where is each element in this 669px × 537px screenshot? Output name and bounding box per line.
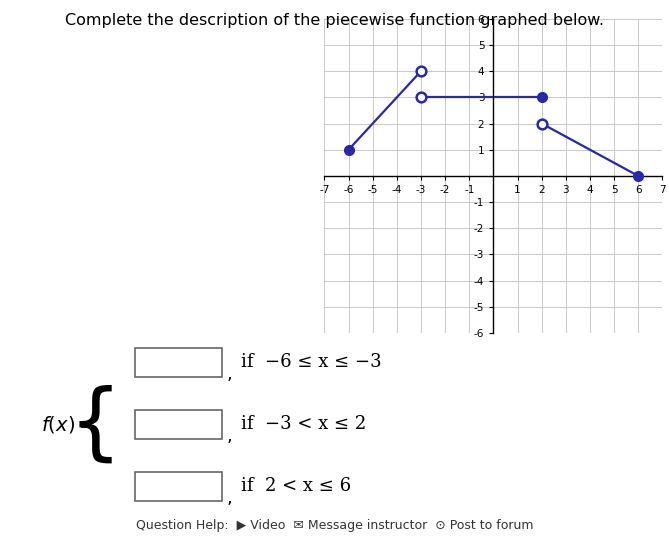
FancyBboxPatch shape — [135, 471, 222, 500]
Text: if  −3 < x ≤ 2: if −3 < x ≤ 2 — [242, 415, 367, 433]
Text: if  −6 ≤ x ≤ −3: if −6 ≤ x ≤ −3 — [242, 353, 382, 372]
Text: ,: , — [226, 427, 232, 445]
Text: $\{$: $\{$ — [68, 383, 112, 465]
FancyBboxPatch shape — [135, 348, 222, 377]
Text: ,: , — [226, 489, 232, 507]
Text: $f(x)=$: $f(x)=$ — [41, 413, 95, 435]
Text: Complete the description of the piecewise function graphed below.: Complete the description of the piecewis… — [65, 13, 604, 28]
Text: Question Help:  ▶ Video  ✉ Message instructor  ⊙ Post to forum: Question Help: ▶ Video ✉ Message instruc… — [136, 519, 533, 532]
FancyBboxPatch shape — [135, 410, 222, 439]
Text: ,: , — [226, 365, 232, 383]
Text: if  2 < x ≤ 6: if 2 < x ≤ 6 — [242, 477, 351, 495]
